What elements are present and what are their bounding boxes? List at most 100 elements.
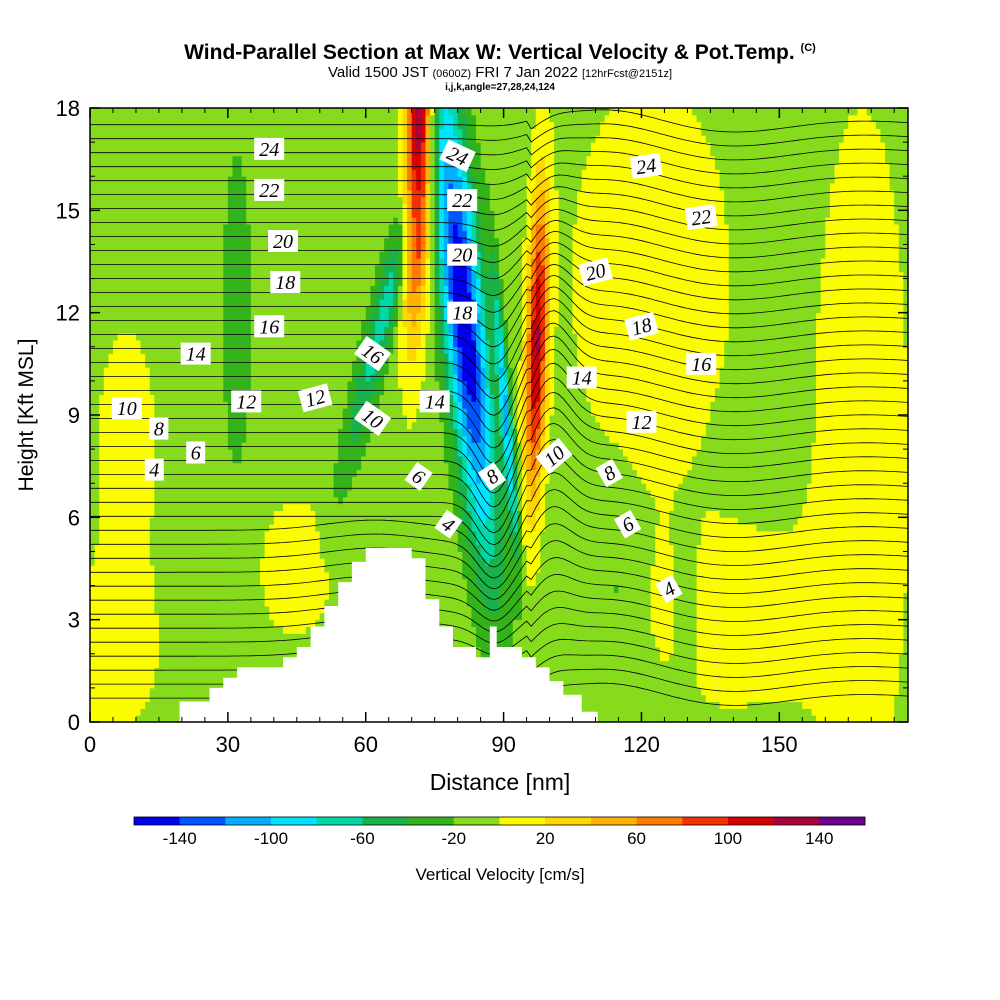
- velocity-cell: [499, 373, 505, 382]
- velocity-cell: [425, 373, 436, 382]
- velocity-cell: [443, 162, 459, 170]
- velocity-cell: [476, 189, 491, 198]
- velocity-cell: [154, 564, 261, 573]
- velocity-cell: [420, 223, 426, 232]
- colorbar-swatch: [179, 817, 226, 825]
- velocity-cell: [361, 366, 367, 375]
- velocity-cell: [90, 257, 224, 266]
- velocity-cell: [90, 359, 109, 368]
- velocity-cell: [558, 243, 574, 252]
- velocity-cell: [227, 175, 247, 184]
- velocity-cell: [154, 571, 261, 580]
- velocity-cell: [485, 380, 491, 389]
- isentrope-line: [90, 123, 908, 147]
- velocity-cell: [512, 475, 518, 484]
- velocity-cell: [526, 346, 532, 355]
- velocity-cell: [793, 523, 908, 532]
- velocity-cell: [535, 346, 541, 355]
- velocity-cell: [425, 162, 431, 170]
- velocity-cell: [466, 216, 472, 225]
- velocity-cell: [365, 305, 376, 314]
- velocity-cell: [462, 108, 472, 116]
- valid-fcst: [12hrFcst@2151z]: [581, 68, 672, 80]
- velocity-cell: [544, 380, 551, 389]
- velocity-cell: [439, 291, 445, 300]
- velocity-cell: [521, 421, 528, 430]
- velocity-cell: [503, 284, 523, 293]
- velocity-cell: [471, 325, 477, 334]
- velocity-cell: [402, 243, 408, 252]
- velocity-cell: [466, 168, 472, 177]
- velocity-cell: [471, 516, 482, 525]
- velocity-cell: [149, 537, 266, 546]
- velocity-cell: [494, 394, 500, 402]
- isentrope-line: [90, 150, 908, 175]
- velocity-cell: [521, 544, 528, 552]
- velocity-cell: [489, 407, 495, 416]
- velocity-cell: [90, 298, 224, 307]
- colorbar-swatch: [773, 817, 820, 825]
- velocity-cell: [521, 271, 528, 280]
- velocity-cell: [223, 353, 252, 361]
- velocity-cell: [655, 537, 670, 546]
- velocity-cell: [407, 339, 422, 348]
- velocity-cell: [549, 421, 601, 430]
- velocity-cell: [728, 223, 826, 232]
- velocity-cell: [393, 312, 399, 320]
- velocity-cell: [351, 421, 362, 430]
- velocity-cell: [889, 182, 908, 191]
- velocity-cell: [485, 250, 491, 259]
- velocity-cell: [825, 230, 900, 239]
- velocity-cell: [379, 366, 390, 375]
- velocity-cell: [416, 318, 422, 327]
- velocity-cell: [485, 605, 500, 614]
- y-tick-label: 6: [68, 505, 80, 530]
- contour-label: 18: [270, 271, 301, 294]
- velocity-cell: [503, 448, 514, 457]
- velocity-cell: [407, 196, 413, 205]
- velocity-cell: [485, 400, 491, 409]
- velocity-cell: [705, 510, 721, 518]
- velocity-cell: [485, 434, 491, 443]
- colorbar-swatch: [225, 817, 272, 825]
- velocity-cell: [379, 339, 390, 348]
- velocity-cell: [549, 366, 555, 375]
- velocity-cell: [535, 332, 541, 341]
- velocity-cell: [453, 441, 459, 450]
- velocity-cell: [388, 278, 394, 286]
- velocity-cell: [521, 496, 528, 505]
- velocity-cell: [476, 127, 532, 136]
- velocity-cell: [710, 407, 817, 416]
- colorbar-swatch: [134, 817, 180, 825]
- velocity-cell: [816, 428, 908, 436]
- velocity-cell: [508, 680, 698, 689]
- velocity-cell: [646, 482, 679, 491]
- velocity-cell: [485, 359, 491, 368]
- velocity-cell: [544, 400, 551, 409]
- velocity-cell: [521, 284, 528, 293]
- velocity-cell: [512, 455, 518, 464]
- velocity-cell: [489, 455, 495, 464]
- velocity-cell: [549, 475, 642, 484]
- velocity-cell: [466, 503, 477, 512]
- velocity-cell: [549, 175, 555, 184]
- velocity-cell: [420, 305, 426, 314]
- velocity-cell: [600, 127, 702, 136]
- velocity-cell: [250, 359, 353, 368]
- velocity-cell: [384, 380, 399, 389]
- velocity-cell: [397, 359, 426, 368]
- isentrope-line: [90, 186, 908, 217]
- velocity-cell: [457, 353, 463, 361]
- velocity-cell: [535, 162, 546, 170]
- velocity-cell: [250, 237, 385, 245]
- velocity-cell: [898, 687, 908, 696]
- velocity-cell: [338, 496, 344, 505]
- velocity-cell: [273, 510, 316, 518]
- velocity-cell: [356, 469, 449, 477]
- velocity-cell: [572, 305, 730, 314]
- velocity-cell: [402, 182, 408, 191]
- velocity-cell: [540, 305, 546, 314]
- velocity-cell: [476, 237, 482, 245]
- velocity-cell: [388, 305, 394, 314]
- velocity-cell: [416, 284, 422, 293]
